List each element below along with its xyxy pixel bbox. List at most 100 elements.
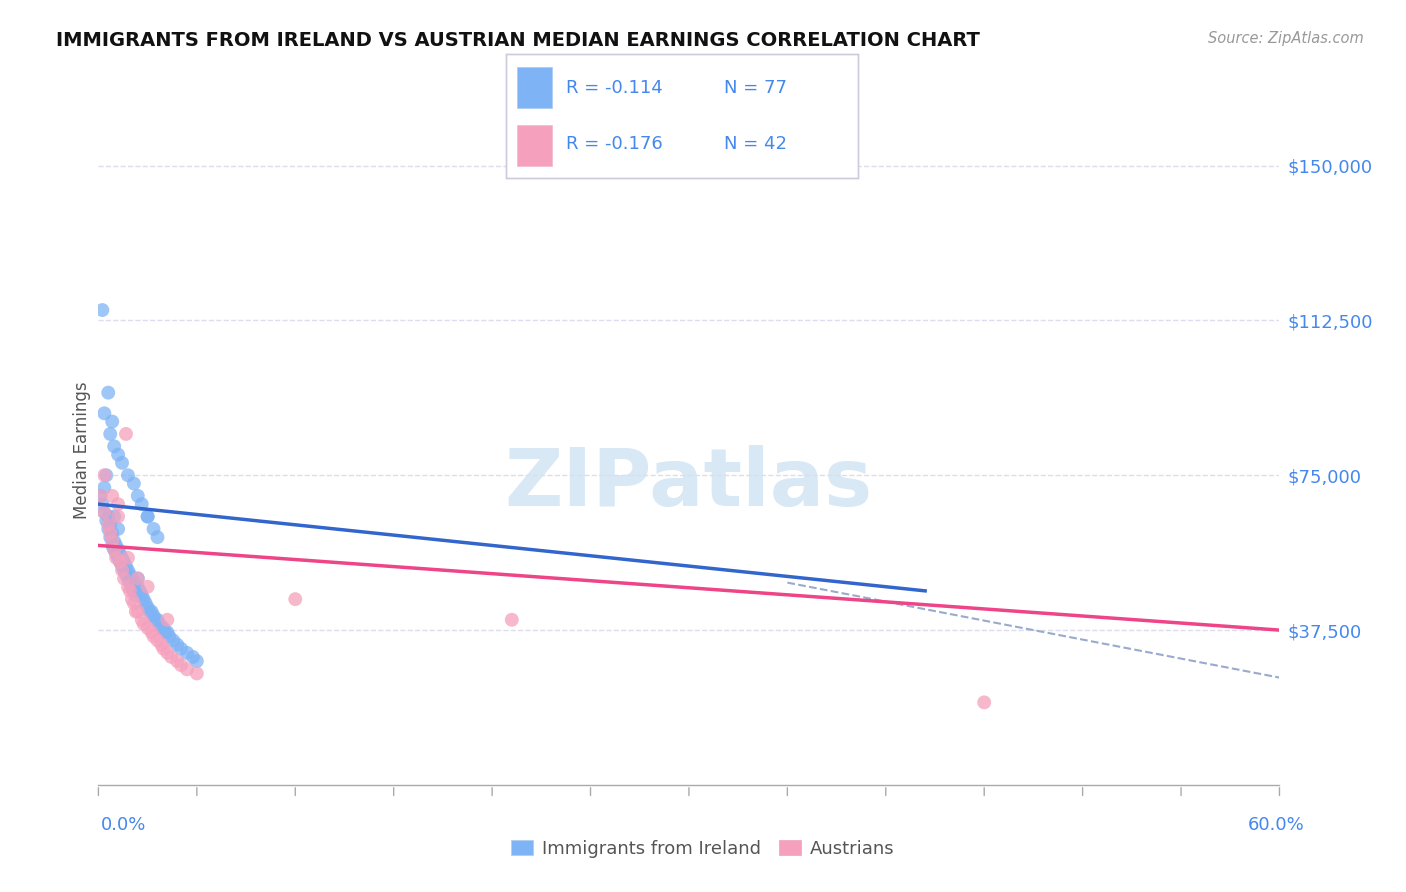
Point bbox=[117, 580, 139, 594]
Point bbox=[135, 596, 157, 610]
Point bbox=[103, 439, 125, 453]
Point bbox=[127, 580, 149, 594]
Text: ZIPatlas: ZIPatlas bbox=[505, 445, 873, 523]
Point bbox=[162, 633, 184, 648]
Point bbox=[105, 550, 128, 565]
Point bbox=[160, 649, 183, 664]
Point bbox=[107, 448, 129, 462]
Point bbox=[136, 580, 159, 594]
Point bbox=[112, 555, 135, 569]
Text: Source: ZipAtlas.com: Source: ZipAtlas.com bbox=[1208, 31, 1364, 46]
Point bbox=[122, 583, 145, 598]
Point bbox=[103, 542, 125, 557]
Point bbox=[142, 522, 165, 536]
Point bbox=[166, 638, 188, 652]
Point bbox=[107, 542, 129, 557]
Point bbox=[97, 522, 120, 536]
Point bbox=[98, 426, 121, 441]
Y-axis label: Median Earnings: Median Earnings bbox=[73, 382, 91, 519]
Point bbox=[122, 575, 145, 590]
Point bbox=[93, 505, 115, 519]
Point bbox=[156, 625, 179, 640]
Point bbox=[97, 509, 120, 524]
Point bbox=[93, 468, 115, 483]
Point bbox=[186, 666, 208, 681]
Point bbox=[131, 588, 153, 602]
Point bbox=[128, 583, 150, 598]
Point bbox=[138, 605, 160, 619]
Point bbox=[181, 649, 204, 664]
Point bbox=[111, 550, 134, 565]
Text: R = -0.114: R = -0.114 bbox=[565, 78, 662, 97]
Text: N = 77: N = 77 bbox=[724, 78, 787, 97]
Point bbox=[132, 616, 155, 631]
Point bbox=[121, 572, 143, 586]
Point bbox=[157, 629, 180, 643]
Legend: Immigrants from Ireland, Austrians: Immigrants from Ireland, Austrians bbox=[505, 833, 901, 865]
Point bbox=[101, 526, 124, 541]
Point bbox=[150, 638, 173, 652]
Point bbox=[101, 489, 124, 503]
Point bbox=[132, 592, 155, 607]
Point bbox=[105, 538, 128, 552]
Point bbox=[121, 592, 143, 607]
Point bbox=[131, 613, 153, 627]
Point bbox=[136, 509, 159, 524]
Point bbox=[152, 641, 174, 656]
Point bbox=[122, 476, 145, 491]
Point bbox=[108, 555, 131, 569]
Point bbox=[156, 646, 179, 660]
Point bbox=[107, 509, 129, 524]
Point bbox=[118, 575, 141, 590]
Point bbox=[111, 456, 134, 470]
Point bbox=[973, 695, 995, 709]
Point bbox=[101, 415, 124, 429]
Point bbox=[89, 489, 111, 503]
Point bbox=[136, 509, 159, 524]
Bar bbox=[517, 125, 551, 166]
Point bbox=[112, 563, 135, 577]
Point bbox=[127, 489, 149, 503]
Point bbox=[93, 505, 115, 519]
Point bbox=[136, 621, 159, 635]
Point bbox=[176, 646, 198, 660]
Point bbox=[101, 534, 124, 549]
Point bbox=[117, 563, 139, 577]
Point bbox=[93, 481, 115, 495]
Text: 60.0%: 60.0% bbox=[1249, 816, 1305, 834]
Point bbox=[105, 547, 128, 561]
Point bbox=[142, 629, 165, 643]
Text: R = -0.176: R = -0.176 bbox=[565, 135, 662, 153]
Point bbox=[107, 522, 129, 536]
Point bbox=[115, 559, 138, 574]
Point bbox=[145, 613, 167, 627]
Point bbox=[103, 534, 125, 549]
Point bbox=[117, 550, 139, 565]
Point bbox=[98, 530, 121, 544]
Text: N = 42: N = 42 bbox=[724, 135, 787, 153]
Point bbox=[156, 613, 179, 627]
Point bbox=[103, 509, 125, 524]
Point bbox=[142, 608, 165, 623]
Point bbox=[155, 625, 177, 640]
Point bbox=[97, 517, 120, 532]
Point bbox=[152, 621, 174, 635]
Point bbox=[166, 654, 188, 668]
Point bbox=[170, 641, 193, 656]
Point bbox=[127, 572, 149, 586]
Point bbox=[501, 613, 523, 627]
Point bbox=[115, 567, 138, 582]
Point bbox=[118, 567, 141, 582]
Point bbox=[118, 583, 141, 598]
Point bbox=[125, 605, 148, 619]
Point bbox=[97, 385, 120, 400]
Point bbox=[112, 572, 135, 586]
Point bbox=[141, 605, 163, 619]
Point bbox=[146, 613, 169, 627]
Point bbox=[98, 526, 121, 541]
Point bbox=[121, 580, 143, 594]
Point bbox=[111, 563, 134, 577]
Point bbox=[108, 555, 131, 569]
Point bbox=[91, 497, 114, 511]
Point bbox=[146, 633, 169, 648]
